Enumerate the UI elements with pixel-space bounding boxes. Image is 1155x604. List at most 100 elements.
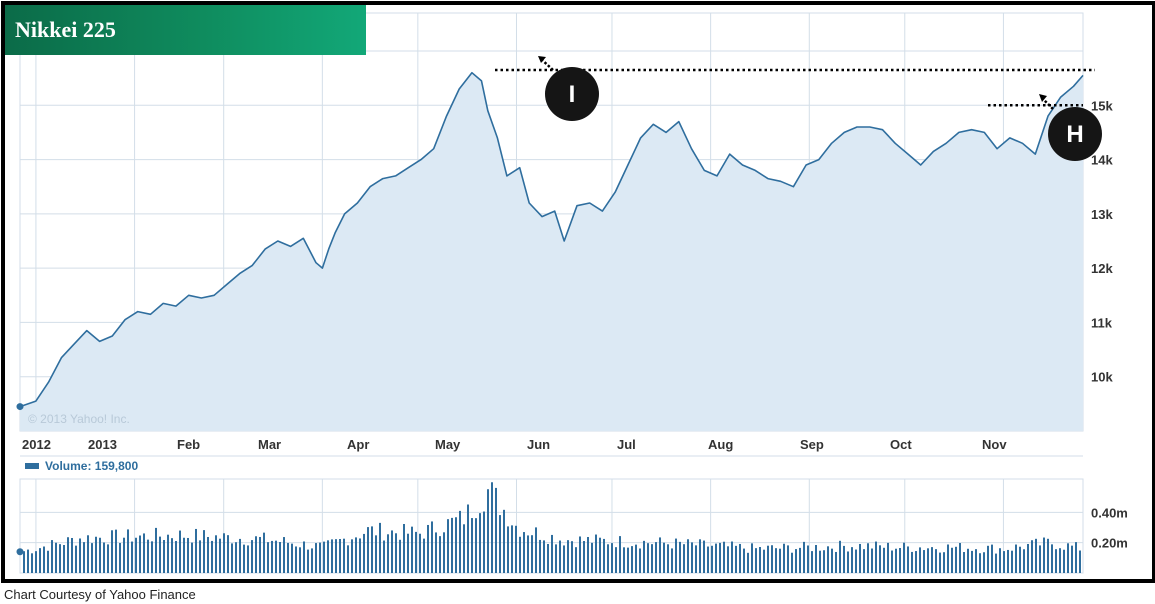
- volume-bar: [343, 538, 345, 573]
- volume-bar: [743, 548, 745, 573]
- volume-bar: [623, 547, 625, 573]
- y-tick-label: 11k: [1091, 315, 1113, 330]
- volume-bar: [463, 524, 465, 573]
- volume-bar: [967, 548, 969, 573]
- volume-bar: [899, 548, 901, 573]
- volume-bar: [907, 546, 909, 573]
- volume-bar: [575, 547, 577, 573]
- volume-bar: [875, 541, 877, 573]
- volume-bar: [127, 529, 129, 573]
- volume-bar: [731, 541, 733, 573]
- arrowhead-h: [1039, 94, 1047, 102]
- volume-bar: [947, 544, 949, 573]
- volume-bar: [275, 540, 277, 573]
- volume-bar: [1015, 544, 1017, 573]
- volume-bar: [31, 553, 33, 573]
- volume-bar: [687, 539, 689, 573]
- volume-bar: [1035, 538, 1037, 573]
- price-area: [20, 72, 1083, 431]
- volume-bar: [247, 545, 249, 573]
- volume-bar: [1039, 545, 1041, 573]
- volume-bar: [931, 547, 933, 573]
- volume-bar: [903, 542, 905, 573]
- volume-bar: [963, 552, 965, 573]
- volume-bar: [559, 540, 561, 573]
- volume-bar: [75, 545, 77, 573]
- volume-bar: [323, 541, 325, 573]
- volume-bar: [1003, 551, 1005, 573]
- volume-bar: [443, 532, 445, 573]
- volume-bar: [891, 550, 893, 573]
- volume-bar: [375, 535, 377, 573]
- volume-bar: [355, 537, 357, 573]
- volume-bar: [287, 542, 289, 573]
- volume-bar: [835, 551, 837, 573]
- volume-bar: [523, 532, 525, 573]
- volume-bar: [699, 539, 701, 573]
- volume-bar: [711, 545, 713, 573]
- volume-bar: [871, 548, 873, 573]
- volume-bar: [787, 545, 789, 573]
- volume-bar: [567, 540, 569, 573]
- volume-bar: [571, 541, 573, 573]
- volume-bar: [795, 549, 797, 573]
- volume-bar: [419, 533, 421, 573]
- volume-bar: [595, 534, 597, 573]
- volume-bar: [431, 521, 433, 573]
- volume-bar: [631, 546, 633, 573]
- volume-bar: [783, 543, 785, 573]
- volume-bar: [707, 546, 709, 573]
- volume-bar: [455, 517, 457, 573]
- volume-bar: [1051, 544, 1053, 573]
- volume-bar: [991, 544, 993, 573]
- volume-bar: [1079, 550, 1081, 573]
- volume-bar: [643, 540, 645, 573]
- volume-bar: [395, 533, 397, 573]
- x-tick-label: Sep: [800, 437, 824, 452]
- volume-bar: [615, 547, 617, 573]
- volume-bar: [483, 511, 485, 573]
- volume-bar: [475, 518, 477, 573]
- volume-bar: [727, 546, 729, 573]
- volume-bar: [427, 524, 429, 573]
- volume-bar: [47, 550, 49, 573]
- price-line: [19, 71, 1084, 408]
- volume-bar: [211, 540, 213, 573]
- volume-bar: [251, 540, 253, 573]
- annotation-label-h: H: [1066, 121, 1083, 148]
- x-tick-label: May: [435, 437, 461, 452]
- y-tick-label: 14k: [1091, 153, 1113, 168]
- volume-bar: [139, 535, 141, 573]
- chart-credit: Chart Courtesy of Yahoo Finance: [4, 587, 196, 602]
- y-tick-label: 12k: [1091, 261, 1113, 276]
- volume-bar: [1047, 538, 1049, 573]
- volume-bar: [187, 537, 189, 573]
- volume-bar: [551, 534, 553, 573]
- chart-title: Nikkei 225: [5, 5, 366, 55]
- volume-bar: [91, 543, 93, 573]
- volume-bar: [107, 544, 109, 573]
- volume-bar: [779, 548, 781, 573]
- volume-bar: [1019, 546, 1021, 573]
- volume-bar: [215, 535, 217, 573]
- volume-bar: [335, 539, 337, 573]
- volume-bar: [255, 536, 257, 573]
- volume-bar: [111, 530, 113, 573]
- volume-bar: [799, 547, 801, 573]
- volume-bar: [263, 532, 265, 573]
- volume-bar: [527, 535, 529, 573]
- volume-bar: [243, 544, 245, 573]
- volume-bar: [583, 540, 585, 573]
- volume-bar: [459, 510, 461, 573]
- volume-bar: [183, 537, 185, 573]
- volume-bar: [499, 515, 501, 573]
- volume-bar: [827, 546, 829, 573]
- volume-bar: [267, 542, 269, 573]
- volume-bar: [927, 548, 929, 573]
- volume-bar: [659, 537, 661, 573]
- volume-bar: [119, 542, 121, 573]
- volume-bar: [563, 545, 565, 573]
- volume-bar: [667, 544, 669, 573]
- volume-bar: [319, 542, 321, 573]
- volume-bar: [147, 539, 149, 573]
